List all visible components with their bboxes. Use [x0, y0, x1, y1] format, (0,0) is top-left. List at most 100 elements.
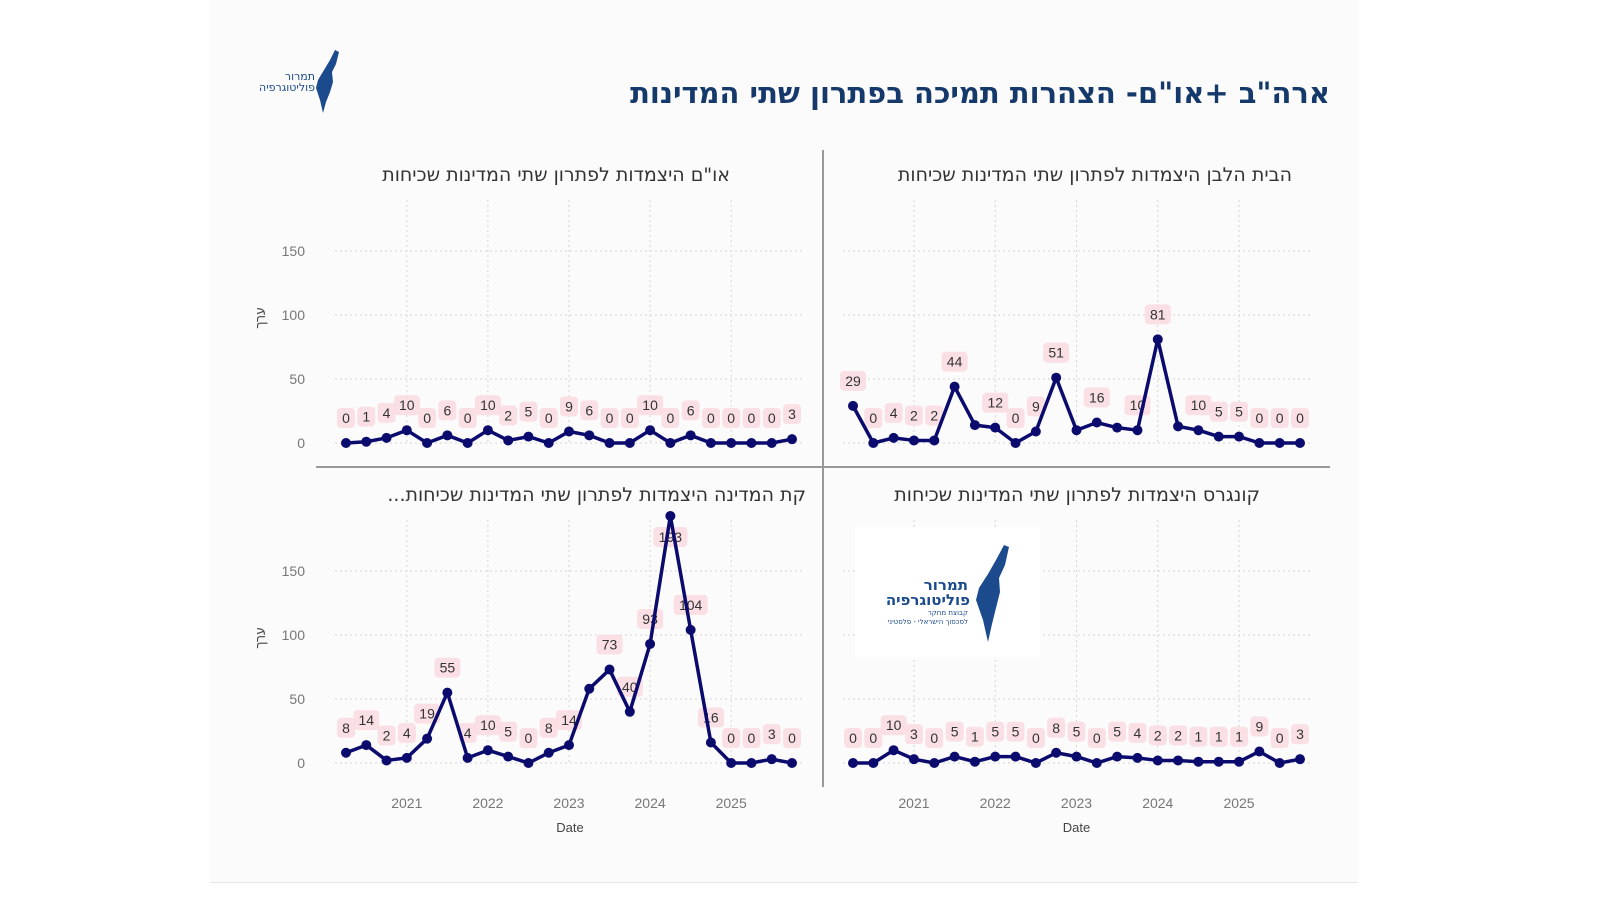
x-tick-label: 2024: [1142, 795, 1173, 811]
data-label: 0: [727, 410, 735, 426]
data-label-bg: [840, 370, 866, 391]
data-label-bg: [1006, 408, 1025, 428]
data-point: [503, 435, 514, 446]
data-label-bg: [539, 408, 558, 428]
data-point: [422, 438, 433, 448]
data-label: 2: [1154, 727, 1162, 743]
data-point: [787, 434, 797, 445]
data-point: [381, 755, 392, 766]
data-point: [766, 438, 777, 448]
data-label-bg: [414, 703, 441, 724]
data-point: [523, 431, 534, 442]
y-tick-label: 0: [297, 435, 305, 451]
data-label-bg: [1087, 728, 1106, 748]
data-point: [624, 706, 635, 717]
watermark-line4: לסכסוך הישראלי - פלסטיני: [888, 618, 968, 626]
data-label: 10: [642, 397, 658, 413]
data-point: [990, 751, 1001, 762]
data-point: [604, 438, 615, 448]
data-label: 0: [869, 410, 877, 426]
chart-title: הבית הלבן היצמדות לפתרון שתי המדינות שכי…: [898, 164, 1292, 186]
data-point: [401, 752, 412, 763]
data-label: 29: [845, 373, 861, 389]
data-label: 0: [869, 730, 877, 746]
data-label: 0: [1255, 410, 1263, 426]
data-point: [787, 758, 797, 768]
data-point: [1173, 755, 1184, 766]
data-point: [908, 435, 919, 446]
data-point: [1213, 431, 1224, 442]
chart-title: קת המדינה היצמדות לפתרון שתי המדינות שכי…: [387, 484, 806, 506]
watermark-line3: קבוצת מחקר: [928, 609, 968, 617]
data-label-bg: [965, 726, 984, 747]
data-label-bg: [397, 722, 416, 743]
data-point: [341, 747, 351, 758]
data-label-bg: [844, 728, 862, 748]
data-label: 6: [443, 402, 451, 418]
data-label-bg: [982, 392, 1009, 413]
y-tick-label: 100: [282, 627, 306, 643]
data-label: 19: [419, 706, 435, 722]
data-label: 9: [1032, 398, 1040, 414]
data-point: [564, 426, 574, 437]
data-label: 5: [1235, 404, 1243, 420]
data-point: [1091, 417, 1102, 428]
data-label: 3: [1296, 726, 1304, 742]
data-label: 44: [947, 354, 963, 370]
data-label: 0: [342, 410, 350, 426]
data-label-bg: [337, 408, 355, 428]
data-point: [462, 438, 473, 448]
chart-title: או"ם היצמדות לפתרון שתי המדינות שכיחות: [382, 164, 730, 186]
data-label-bg: [904, 405, 923, 426]
data-label: 0: [707, 410, 715, 426]
y-tick-label: 150: [282, 243, 306, 259]
data-point: [1051, 747, 1062, 758]
data-point: [442, 430, 453, 441]
data-label: 193: [659, 529, 683, 545]
data-label-bg: [1250, 408, 1269, 428]
data-label: 0: [666, 410, 674, 426]
data-point: [929, 435, 940, 446]
data-label: 0: [1032, 730, 1040, 746]
data-point: [848, 400, 858, 411]
data-point: [1295, 438, 1305, 448]
data-point: [868, 758, 879, 768]
data-point: [1152, 334, 1163, 345]
data-label: 0: [748, 730, 756, 746]
data-label: 0: [788, 730, 796, 746]
data-label-bg: [620, 408, 639, 428]
data-label-bg: [1006, 721, 1025, 742]
data-label: 104: [679, 597, 703, 613]
data-point: [705, 737, 716, 748]
data-point: [685, 624, 696, 635]
data-label: 4: [464, 725, 472, 741]
data-label: 10: [480, 397, 496, 413]
data-label: 0: [626, 410, 634, 426]
data-label-bg: [1291, 408, 1309, 428]
data-label: 0: [727, 730, 735, 746]
watermark-line2: פוליטוגרפיה: [886, 591, 970, 609]
data-label-bg: [1270, 728, 1289, 748]
data-label: 5: [504, 724, 512, 740]
data-label: 0: [525, 730, 533, 746]
data-label: 2: [930, 407, 938, 423]
data-label: 5: [525, 404, 533, 420]
data-label: 2: [1174, 727, 1182, 743]
data-point: [523, 758, 534, 768]
data-point: [1132, 425, 1143, 436]
data-label-bg: [742, 408, 761, 428]
data-point: [1071, 751, 1082, 762]
data-label-bg: [600, 408, 619, 428]
data-point: [868, 438, 879, 448]
data-label-bg: [393, 395, 420, 416]
header-logo: תמרור פוליטוגרפיה: [259, 50, 339, 113]
data-label-bg: [1291, 724, 1309, 745]
data-point: [969, 756, 980, 767]
data-label: 4: [1134, 725, 1142, 741]
data-label: 5: [1073, 724, 1081, 740]
data-point: [685, 430, 696, 441]
data-point: [1132, 752, 1143, 763]
data-point: [848, 758, 858, 768]
data-label-bg: [1026, 728, 1045, 748]
data-label-bg: [941, 351, 968, 372]
